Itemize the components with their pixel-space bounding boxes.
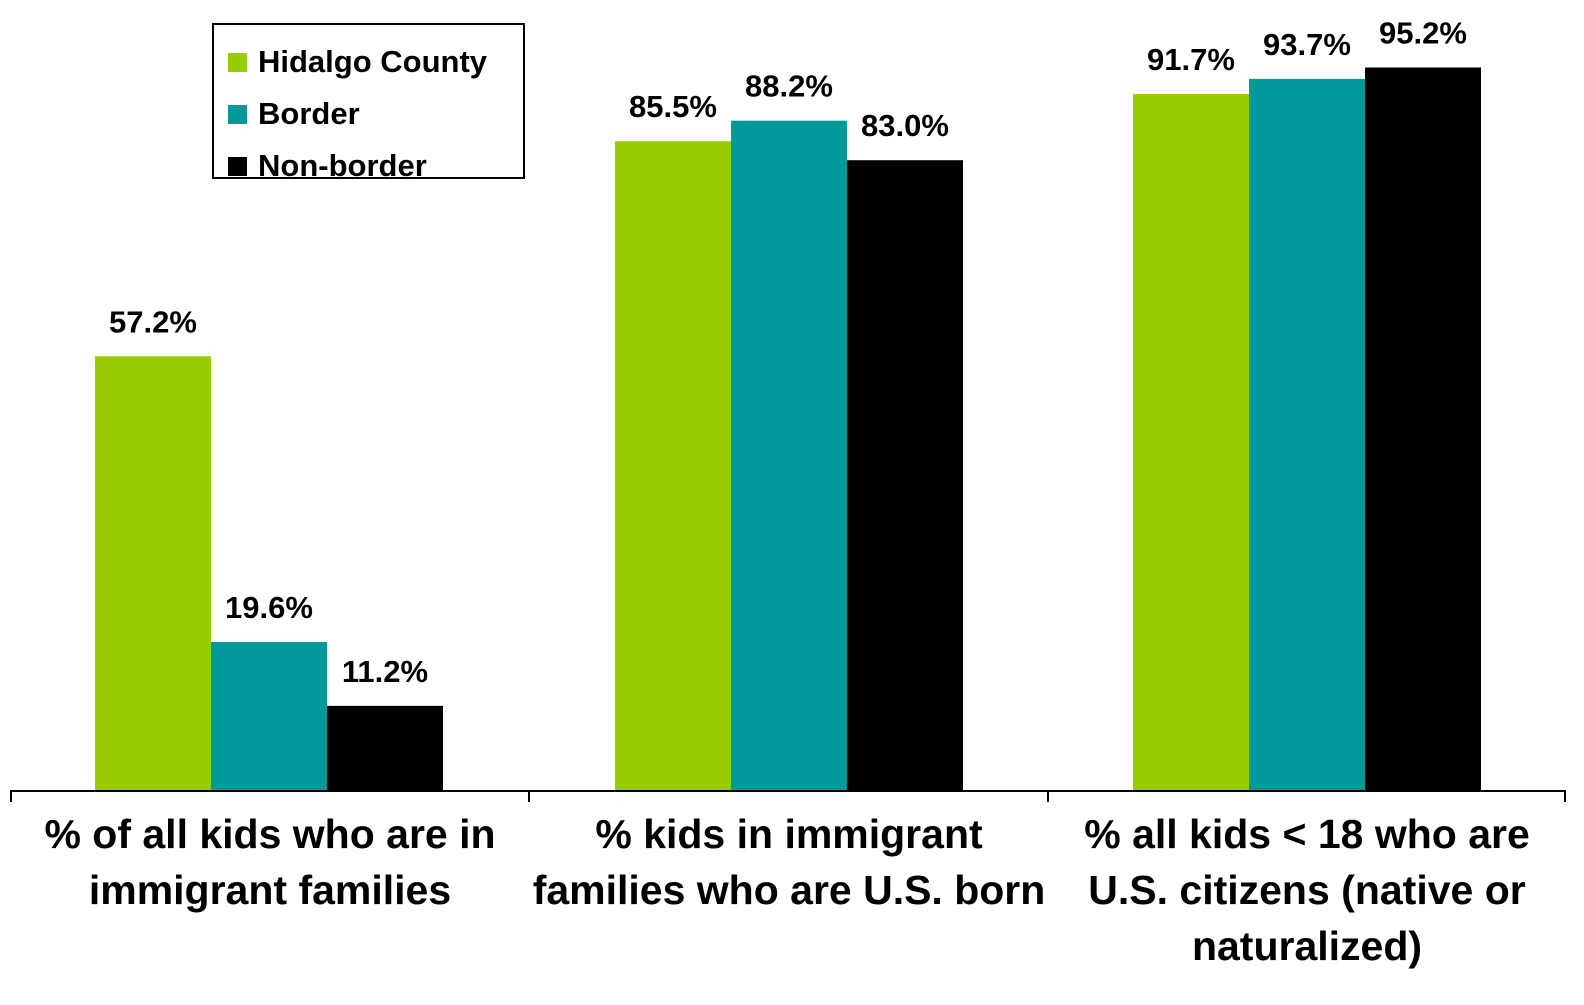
category-label: % of all kids who are in immigrant famil… [44, 811, 496, 913]
bar-non-border [1365, 67, 1481, 792]
legend-swatch [228, 156, 247, 176]
legend-swatch [228, 104, 247, 124]
legend-label: Border [258, 96, 360, 131]
data-label: 85.5% [629, 89, 717, 124]
bar-border [211, 642, 327, 791]
bar-border [1249, 78, 1365, 791]
legend-swatch [228, 52, 247, 72]
category-label: % kids in immigrant families who are U.S… [532, 811, 1046, 913]
data-label: 83.0% [861, 108, 949, 143]
bars-group [95, 67, 1481, 792]
legend-label: Non-border [258, 148, 427, 183]
legend: Hidalgo County Border Non-border [212, 23, 525, 183]
data-label: 88.2% [745, 69, 833, 104]
bar-border [731, 120, 847, 792]
data-label: 91.7% [1147, 42, 1235, 77]
legend-item-hidalgo-county: Hidalgo County [228, 44, 488, 79]
data-label: 57.2% [109, 304, 197, 339]
bar-hidalgo-county [95, 356, 211, 791]
value-labels-group: 57.2% 85.5% 91.7% 19.6% 88.2% 93.7% 11.2% 83.0%… [109, 15, 1467, 688]
legend-item-non-border: Non-border [228, 148, 427, 183]
data-label: 11.2% [342, 654, 428, 689]
bar-hidalgo-county [1133, 94, 1249, 791]
bar-non-border [327, 705, 443, 791]
data-label: 19.6% [225, 590, 313, 625]
bar-non-border [847, 160, 963, 791]
bar-hidalgo-county [615, 141, 731, 791]
data-label: 93.7% [1263, 27, 1351, 62]
legend-item-border: Border [228, 96, 360, 131]
category-label: % all kids < 18 who are U.S. citizens (n… [1084, 811, 1530, 969]
data-label: 95.2% [1379, 15, 1467, 50]
legend-label: Hidalgo County [258, 44, 488, 79]
x-axis [10, 790, 1566, 802]
